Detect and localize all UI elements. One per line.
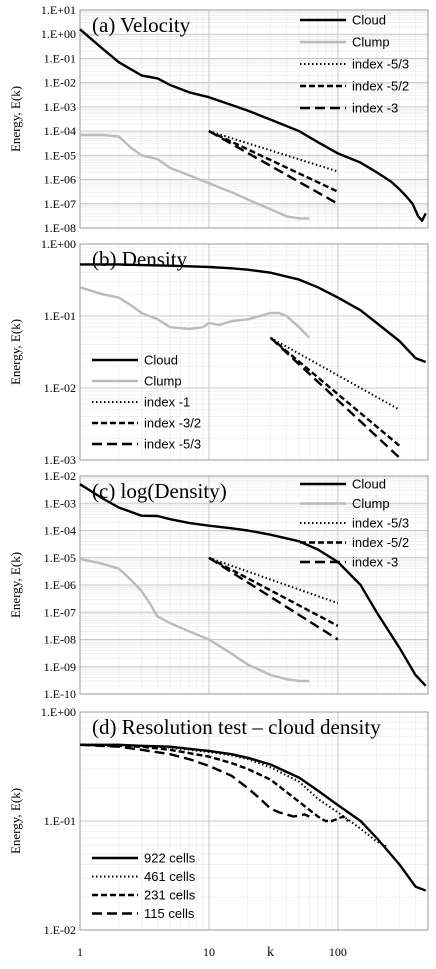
y-axis-label: Energy, E(k): [8, 86, 23, 152]
series-line-index-1: [270, 336, 400, 411]
y-axis-label: Energy, E(k): [8, 319, 23, 385]
series-line-index-5-3: [208, 556, 339, 605]
x-tick-label: 10: [203, 945, 215, 959]
chart-panel-1: 1.E-08 1.E-07 1.E-06 1.E-05 1.E-04 1.E-03 1.E-…: [8, 3, 429, 235]
series-line-clump: [79, 557, 310, 683]
y-tick-label: 1.E-06: [44, 578, 76, 592]
legend-label: Cloud: [352, 13, 386, 28]
y-tick-label: 1.E+00: [41, 237, 76, 251]
chart-title: (c) log(Density): [92, 479, 227, 503]
legend-label: Cloud: [352, 477, 386, 492]
series-line-115-cells: [79, 743, 310, 818]
y-tick-label: 1.E-09: [44, 660, 76, 674]
legend-label: Cloud: [144, 353, 178, 368]
y-tick-label: 1.E-05: [44, 551, 76, 565]
legend: Cloud Clump index -5/3 index -5/2 index -3: [300, 13, 409, 116]
legend-label: Clump: [352, 496, 390, 511]
y-tick-label: 1.E-02: [44, 469, 76, 483]
series-line-index-3: [208, 556, 339, 641]
plot-frame: [79, 9, 429, 229]
y-tick-label: 1.E-01: [44, 309, 76, 323]
series-line-clump: [80, 133, 310, 220]
series-line-index-5-2: [208, 130, 339, 193]
series-line-cloud: [79, 483, 427, 687]
legend-label: index -5/3: [352, 516, 409, 531]
y-tick-label: 1.E-02: [44, 923, 76, 937]
y-tick-label: 1.E-03: [44, 496, 76, 510]
y-tick-label: 1.E-10: [44, 687, 76, 701]
y-tick-label: 1.E-02: [44, 76, 76, 90]
series-line-index-3: [208, 130, 339, 205]
y-tick-label: 1.E-01: [44, 814, 76, 828]
series-line-index-5-3: [208, 130, 339, 173]
y-axis-label: Energy, E(k): [8, 552, 23, 618]
legend-label: index -5/3: [144, 437, 201, 452]
y-tick-label: 1.E-03: [44, 453, 76, 467]
series-line-922-cells: [80, 743, 427, 892]
legend-label: 461 cells: [144, 869, 196, 884]
y-tick-label: 1.E-07: [44, 605, 76, 619]
legend-label: Clump: [352, 35, 390, 50]
legend-label: index -1: [144, 395, 190, 410]
chart-title: (d) Resolution test – cloud density: [92, 715, 381, 739]
y-tick-label: 1.E-08: [44, 633, 76, 647]
y-tick-label: 1.E-08: [44, 221, 76, 235]
y-tick-label: 1.E-06: [44, 173, 76, 187]
series-line-index-3-2: [269, 336, 401, 447]
y-tick-label: 1.E+01: [41, 3, 76, 17]
x-axis-label: k: [267, 945, 274, 960]
y-tick-label: 1.E-01: [44, 51, 76, 65]
chart-title: (b) Density: [92, 247, 188, 271]
legend-label: index -3/2: [144, 416, 201, 431]
legend-label: index -3: [352, 101, 398, 116]
legend-label: 231 cells: [144, 888, 196, 903]
legend-label: index -5/3: [352, 57, 409, 72]
y-tick-label: 1.E-05: [44, 148, 76, 162]
y-tick-label: 1.E-02: [44, 381, 76, 395]
y-tick-label: 1.E-07: [44, 197, 76, 211]
legend-label: index -5/2: [352, 535, 409, 550]
legend-label: 115 cells: [144, 906, 195, 921]
series-line-461-cells: [80, 743, 388, 848]
chart-panel-2: 1.E-03 1.E-02 1.E-01 1.E+00 Energy, E(k) (b) …: [8, 237, 429, 467]
plot-frame: [79, 711, 429, 931]
y-axis-label: Energy, E(k): [8, 788, 23, 854]
series-line-cloud: [79, 28, 427, 222]
legend-label: 922 cells: [144, 851, 196, 866]
legend: Cloud Clump index -1 index -3/2 index -5/3: [92, 353, 201, 452]
series-line-clump: [79, 286, 311, 339]
chart-panel-3: 1.E-10 1.E-09 1.E-08 1.E-07 1.E-06 1.E-05 1.E-…: [8, 469, 429, 701]
y-tick-label: 1.E+00: [41, 27, 76, 41]
legend-label: index -3: [352, 555, 398, 570]
series-line-cloud: [80, 263, 427, 364]
x-tick-label: 1: [77, 945, 83, 959]
series-line-index-5-2: [208, 556, 339, 627]
y-tick-label: 1.E-03: [44, 100, 76, 114]
y-tick-label: 1.E+00: [41, 705, 76, 719]
legend: 922 cells 461 cells 231 cells 115 cells: [92, 851, 196, 921]
y-tick-label: 1.E-04: [44, 524, 76, 538]
chart-title: (a) Velocity: [92, 13, 191, 37]
y-tick-label: 1.E-04: [44, 124, 76, 138]
plot-frame: [79, 475, 429, 695]
chart-panel-4: 1.E-02 1.E-01 1.E+00 1 10 100 k Energy, E(k) (d)…: [8, 705, 429, 960]
legend: Cloud Clump index -5/3 index -5/2 index -3: [300, 477, 409, 570]
legend-label: index -5/2: [352, 79, 409, 94]
plot-frame: [79, 243, 429, 461]
series-line-index-5-3: [269, 336, 401, 459]
legend-label: Clump: [144, 374, 182, 389]
x-tick-label: 100: [329, 945, 347, 959]
series-line-231-cells: [79, 743, 349, 823]
